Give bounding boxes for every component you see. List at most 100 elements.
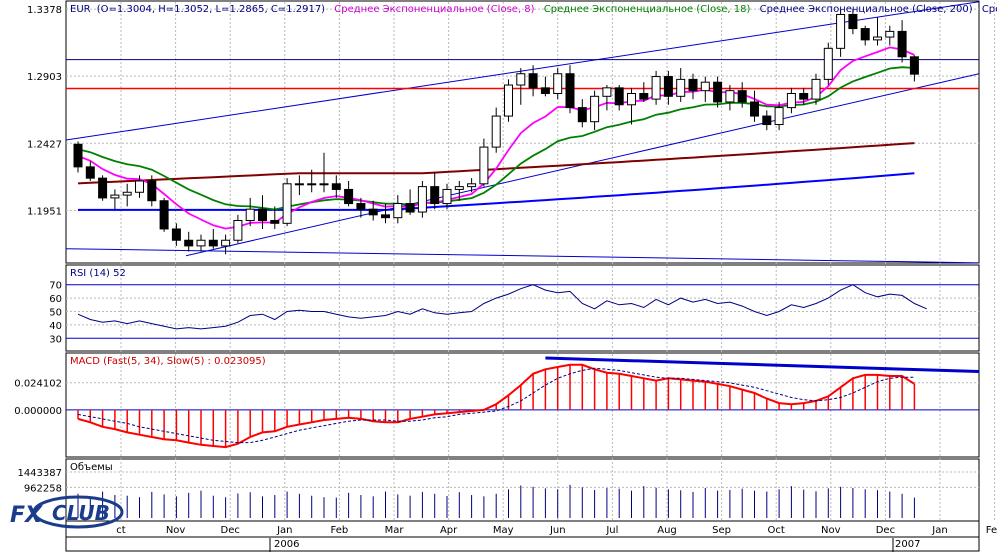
candle-body — [553, 73, 563, 94]
candle-body — [823, 47, 833, 80]
candle-body — [663, 76, 673, 97]
rsi-tick-label: 70 — [49, 281, 62, 292]
symbol-label: EUR — [70, 4, 91, 15]
channel-upper-line — [65, 1, 980, 141]
macd-signal-line — [77, 367, 915, 444]
candle-body — [897, 30, 907, 58]
price-tick-label: 1.2903 — [27, 72, 62, 83]
candle-body — [184, 239, 194, 247]
candle-body — [356, 203, 366, 210]
volume-tick-label: 962258 — [24, 483, 62, 494]
price-legend: EUR (O=1.3004, H=1.3052, L=1.2865, C=1.2… — [70, 4, 997, 15]
candle-body — [270, 219, 280, 224]
candle-body — [208, 239, 218, 247]
rsi-tick-label: 50 — [49, 308, 62, 319]
month-label: Nov — [166, 525, 186, 536]
rsi-tick-label: 40 — [49, 321, 62, 332]
ema8-label: Среднее Экспоненциальное (Close, 8) — [334, 4, 534, 15]
candle-body — [713, 81, 723, 103]
candle-body — [774, 107, 784, 126]
candle-body — [516, 73, 526, 86]
price-tick-label: 1.1951 — [27, 206, 62, 217]
macd-panel — [65, 352, 980, 458]
candle-body — [147, 180, 157, 202]
candle-body — [159, 200, 169, 230]
candle-body — [479, 146, 489, 185]
candle-body — [110, 194, 120, 199]
macd-tick-label: 0.000000 — [14, 406, 62, 417]
macd-tick-label: 0.024102 — [14, 379, 62, 390]
candle-body — [135, 180, 144, 193]
candle-body — [540, 87, 550, 94]
month-label: Dec — [221, 525, 240, 536]
candle-body — [307, 183, 317, 186]
candle-body — [565, 73, 575, 109]
blue-series-line — [78, 172, 915, 211]
candle-body — [762, 115, 772, 126]
month-label: May — [493, 525, 514, 536]
extra-series-label: Средн — [982, 4, 997, 15]
candle-body — [245, 208, 255, 221]
fxclub-logo: FX CLUB — [10, 495, 124, 529]
candle-body — [688, 78, 698, 92]
year-label: 2007 — [895, 539, 920, 550]
month-label: Apr — [440, 525, 458, 536]
month-label: Dec — [876, 525, 895, 536]
x-axis: ct Nov Dec Jan Feb Mar Apr May Jun Jul Aug Sep Oct No… — [66, 525, 997, 552]
price-plot — [65, 1, 980, 264]
candle-body — [885, 30, 895, 38]
candle-body — [614, 87, 624, 106]
month-label: Jul — [605, 525, 618, 536]
month-label: Oct — [768, 525, 785, 536]
month-label: Nov — [821, 525, 841, 536]
ohlc-label: (O=1.3004, H=1.3052, L=1.2865, C=1.2917) — [97, 4, 325, 15]
candle-body — [700, 81, 710, 92]
svg-text:FX: FX — [10, 503, 43, 528]
candle-body — [873, 36, 882, 41]
candle-body — [98, 177, 108, 199]
x-axis-strip — [65, 520, 980, 552]
candle-body — [85, 166, 95, 179]
ema8-line — [77, 46, 915, 230]
candle-body — [442, 188, 452, 205]
y-axes: 1.3378 1.2903 1.2427 1.1951 70 60 50 40 30 0.0241… — [14, 5, 62, 494]
gridlines — [66, 2, 996, 520]
candle-body — [417, 186, 427, 213]
ema18-line — [77, 66, 915, 211]
macd-plot — [77, 356, 980, 449]
macd-legend: MACD (Fast(5, 34), Slow(5) : 0.023095) — [70, 356, 266, 367]
candle-body — [836, 13, 846, 49]
candle-body — [467, 183, 477, 188]
candle-body — [430, 186, 440, 205]
rsi-tick-label: 30 — [49, 334, 62, 345]
volume-tick-label: 1443387 — [17, 468, 62, 479]
rsi-panel — [65, 264, 980, 352]
candle-body — [233, 219, 243, 241]
candle-body — [491, 115, 501, 148]
macd-outline — [77, 363, 915, 449]
candle-body — [368, 208, 378, 216]
macd-trendline — [545, 356, 980, 374]
candle-body — [737, 90, 747, 103]
candle-body — [725, 90, 735, 103]
svg-text:CLUB: CLUB — [52, 501, 110, 525]
candle-body — [504, 84, 513, 117]
candle-body — [196, 239, 206, 247]
candle-body — [454, 186, 464, 190]
candle-body — [909, 56, 919, 75]
month-label: Mar — [385, 525, 405, 536]
candle-body — [811, 78, 821, 100]
candle-body — [799, 92, 809, 100]
candle-body — [122, 191, 132, 196]
candle-body — [750, 101, 759, 117]
volume-plot — [77, 484, 915, 518]
candle-body — [344, 188, 354, 205]
candle-body — [651, 76, 661, 100]
month-label: Jan — [931, 525, 947, 536]
candle-body — [294, 183, 304, 186]
month-label: Aug — [657, 525, 677, 536]
candle-body — [786, 92, 796, 109]
rsi-line — [77, 284, 927, 330]
candle-body — [528, 73, 538, 89]
candle-body — [319, 183, 329, 186]
